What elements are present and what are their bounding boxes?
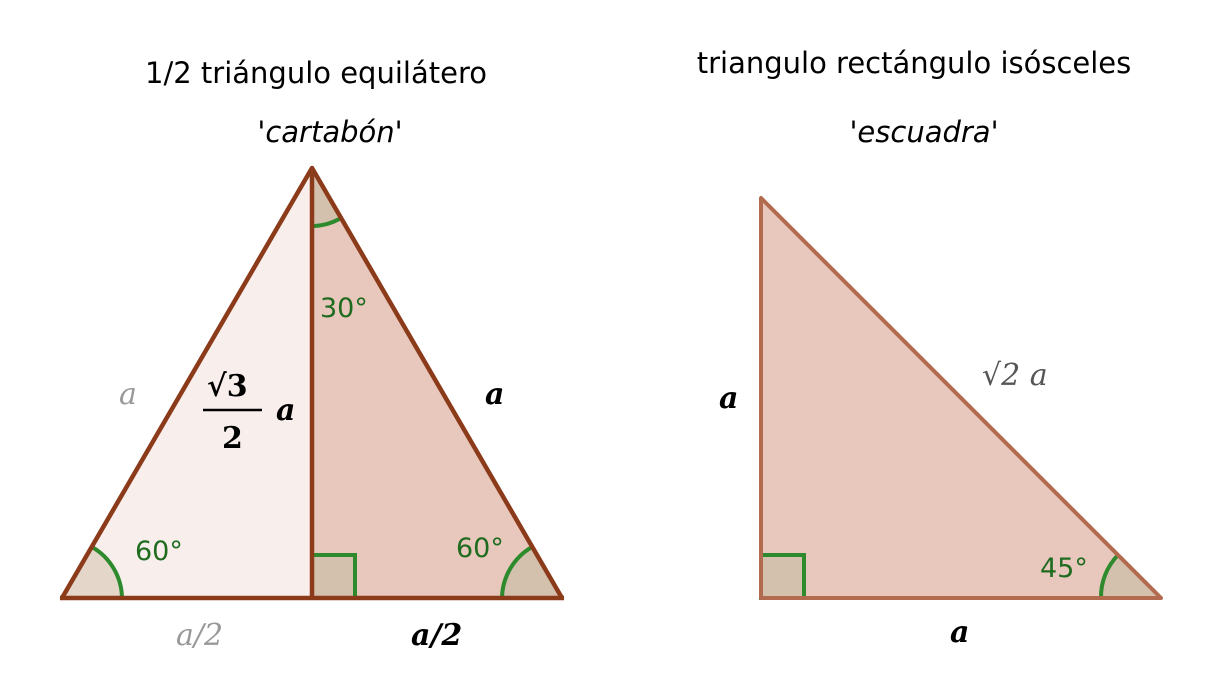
label-height-den: 2: [222, 421, 243, 456]
angle-45-arc: [1098, 553, 1120, 599]
angle-60-right-arc: [500, 545, 534, 599]
label-height-var: a: [276, 393, 295, 428]
escuadra-edges: [759, 196, 1163, 600]
escuadra-right-angle-mark: [759, 553, 806, 600]
right-title: triangulo rectángulo isósceles: [696, 46, 1132, 80]
label-vertical-side: a: [719, 381, 738, 416]
label-angle-45: 45°: [1040, 553, 1088, 584]
right-subtitle: 'escuadra': [849, 115, 999, 149]
escuadra-figure: a √2 a a 45°: [719, 196, 1163, 650]
label-angle-30: 30°: [320, 293, 368, 324]
angle-60-left-arc: [90, 545, 124, 599]
label-angle-60-left: 60°: [135, 536, 183, 567]
right-angle-mark: [310, 553, 357, 600]
label-base-right: a/2: [411, 618, 462, 653]
cartabon-figure: a √3 2 a a a/2 a/2 30° 60° 60°: [60, 165, 564, 653]
label-angle-60-right: 60°: [456, 533, 504, 564]
left-title: 1/2 triángulo equilátero: [145, 56, 487, 90]
label-left-side: a: [119, 377, 137, 412]
label-base: a: [950, 615, 969, 650]
label-base-left: a/2: [176, 618, 223, 653]
label-height-num: √3: [207, 369, 248, 404]
label-hypotenuse: √2 a: [982, 358, 1048, 393]
label-right-side: a: [485, 377, 504, 412]
left-subtitle: 'cartabón': [257, 115, 403, 149]
angle-45-mark: [1100, 555, 1161, 598]
